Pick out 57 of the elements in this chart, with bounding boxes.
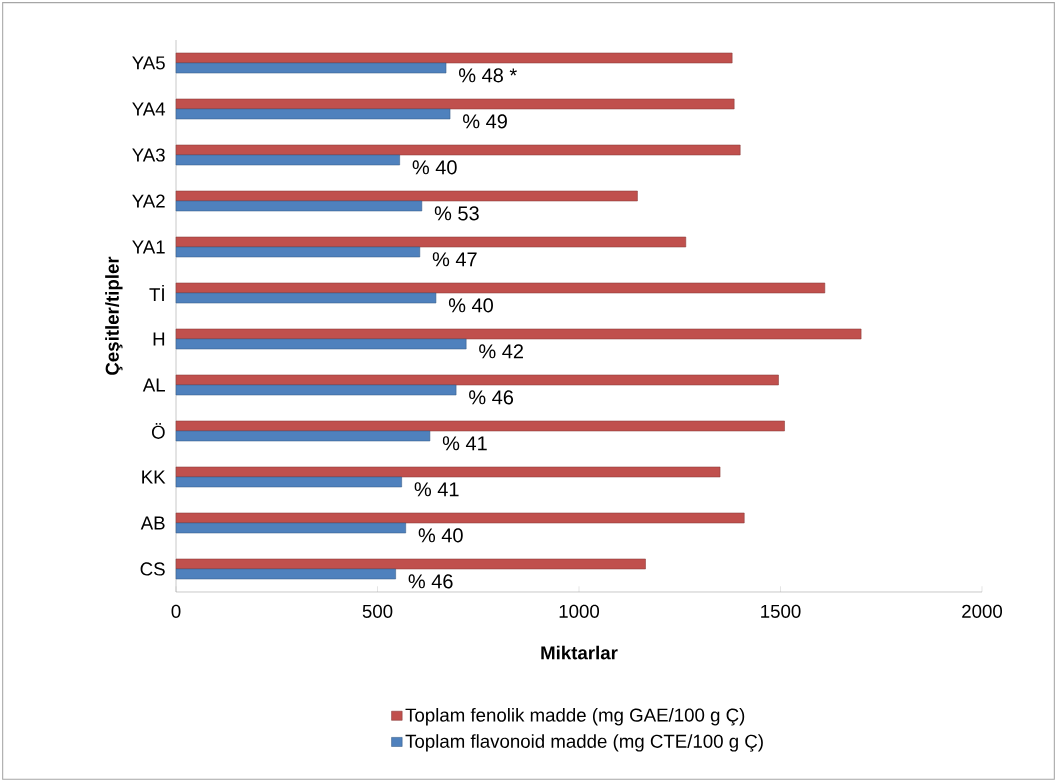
bar: [175, 282, 826, 294]
bar: [175, 558, 646, 570]
annotation: % 41: [414, 482, 459, 497]
x-tick-label: 1000: [559, 604, 600, 618]
legend-label: Toplam flavonoid madde (mg CTE/100 g Ç): [405, 734, 763, 752]
bar: [175, 420, 785, 432]
y-tick-label: Ö: [151, 423, 165, 439]
y-tick-label: YA2: [132, 194, 165, 208]
bar: [175, 52, 733, 64]
y-tick-label: H: [153, 332, 165, 346]
bar: [175, 522, 406, 534]
bar: [175, 430, 431, 442]
y-axis-title: Çeşitler/tipler: [105, 256, 123, 375]
x-tick-label: 2000: [962, 604, 1003, 618]
y-tick-label: YA4: [132, 102, 166, 116]
y-tick-label: CS: [140, 562, 165, 576]
bar: [175, 384, 457, 396]
bar: [175, 292, 437, 304]
bar: [175, 144, 741, 156]
y-tick-label: KK: [142, 470, 166, 484]
y-tick-label: AB: [140, 516, 165, 530]
annotation: % 53: [434, 206, 479, 221]
bar: [175, 338, 467, 350]
annotation: % 42: [479, 344, 523, 359]
bar: [175, 568, 396, 580]
annotation: % 40: [412, 160, 457, 175]
annotation: % 40: [418, 528, 463, 543]
legend-label: Toplam fenolik madde (mg GAE/100 g Ç): [405, 707, 745, 726]
bar: [175, 62, 447, 74]
annotation: % 41: [442, 436, 487, 451]
y-tick-label: YA3: [132, 148, 165, 162]
bar: [175, 200, 423, 212]
y-tick-label: YA5: [132, 56, 165, 70]
bar: [175, 374, 779, 386]
y-tick-label: Tİ: [149, 284, 164, 302]
x-tick-label: 0: [171, 604, 181, 618]
annotation: % 48 *: [458, 68, 517, 83]
bar: [175, 154, 400, 166]
annotation: % 49: [463, 114, 507, 129]
bar: [175, 466, 721, 478]
x-axis-title: Miktarlar: [541, 645, 618, 660]
y-tick-label: YA1: [132, 240, 165, 254]
bar: [175, 98, 735, 110]
bar: [175, 328, 862, 340]
annotation: % 40: [448, 298, 493, 313]
annotation: % 46: [408, 574, 453, 589]
x-tick-label: 500: [362, 604, 393, 618]
bar: [175, 246, 421, 258]
bar: [175, 512, 745, 524]
bar: [175, 108, 451, 120]
bar: [175, 476, 402, 488]
x-tick-label: 1500: [761, 604, 801, 618]
bar: [175, 190, 638, 202]
y-tick-label: AL: [142, 378, 165, 392]
annotation: % 47: [432, 252, 477, 267]
annotation: % 46: [469, 390, 514, 405]
bar: [175, 236, 687, 248]
